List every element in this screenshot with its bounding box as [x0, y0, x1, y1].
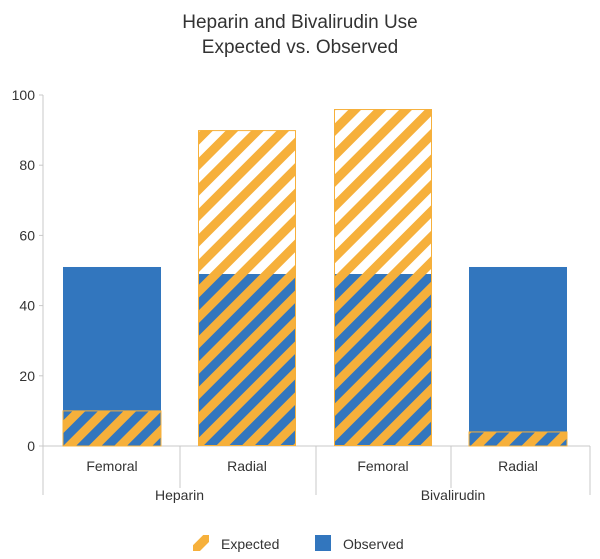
legend: Expected Observed [193, 535, 404, 552]
observed-bar [469, 266, 567, 446]
expected-bar-outline [334, 109, 432, 446]
chart-title: Heparin and Bivalirudin Use Expected vs.… [0, 10, 600, 60]
x-category-label: Radial [227, 458, 267, 474]
legend-swatch [315, 535, 331, 551]
expected-bar-outline [198, 130, 296, 446]
expected-bar [198, 130, 296, 275]
y-tick-label: 40 [19, 298, 35, 314]
expected-bar [334, 109, 432, 275]
expected-bar [62, 410, 162, 447]
chart-title-line-1: Heparin and Bivalirudin Use [182, 12, 418, 33]
legend-label: Observed [343, 536, 404, 552]
x-category-label: Femoral [86, 458, 137, 474]
y-tick-label: 100 [12, 87, 36, 103]
x-group-label: Heparin [155, 487, 204, 503]
chart-title-line-2: Expected vs. Observed [201, 37, 399, 58]
legend-label: Expected [221, 536, 279, 552]
x-category-label: Femoral [357, 458, 408, 474]
bars [62, 109, 568, 447]
x-category-label: Radial [498, 458, 538, 474]
x-group-label: Bivalirudin [421, 487, 486, 503]
y-tick-label: 20 [19, 368, 35, 384]
expected-bar-overlap [334, 274, 432, 446]
expected-bar [468, 431, 568, 447]
y-tick-label: 0 [27, 438, 35, 454]
y-tick-label: 60 [19, 227, 35, 243]
y-tick-label: 80 [19, 157, 35, 173]
legend-swatch [193, 535, 209, 551]
expected-bar-overlap [198, 274, 296, 446]
labels: 0 20 40 60 80 100 Femoral Radial Femoral Radial He… [12, 87, 538, 503]
